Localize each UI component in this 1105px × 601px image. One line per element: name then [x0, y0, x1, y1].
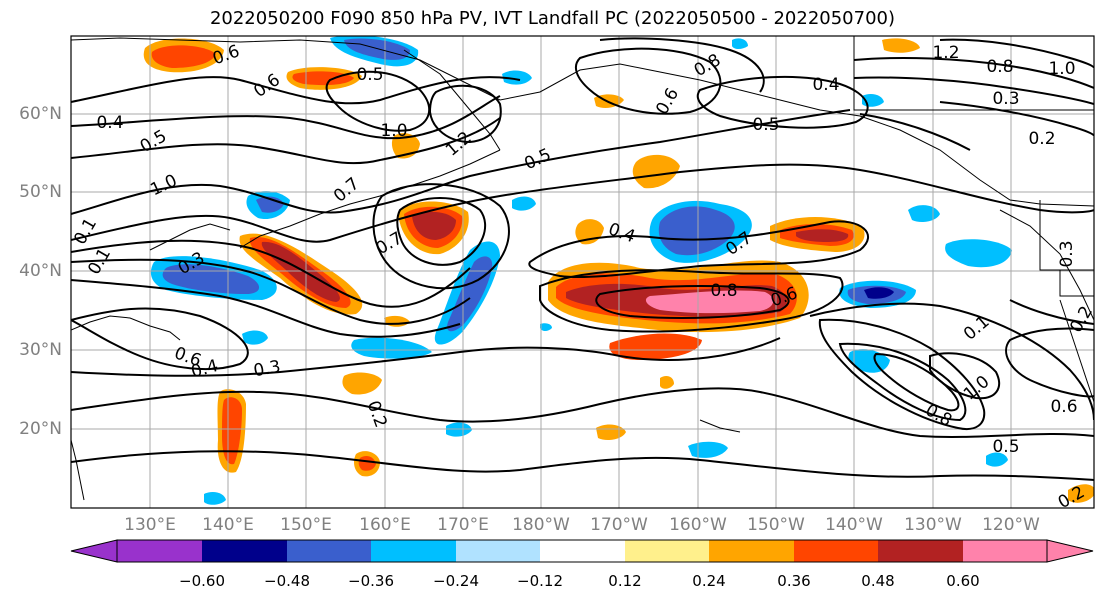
lat-label: 20°N — [19, 419, 62, 439]
lon-label: 180°W — [512, 515, 570, 535]
contour-label: 0.4 — [812, 75, 839, 95]
colorbar-min-extension — [70, 539, 118, 563]
contour-label: 0.6 — [1050, 397, 1077, 417]
contour-label: 0.8 — [710, 281, 737, 301]
lat-label: 30°N — [19, 340, 62, 360]
colorbar-bin — [371, 540, 456, 562]
contour-label: 1.0 — [380, 121, 407, 141]
figure-title: 2022050200 F090 850 hPa PV, IVT Landfall… — [209, 8, 896, 29]
colorbar-tick-label: −0.36 — [348, 572, 394, 590]
lat-label: 40°N — [19, 261, 62, 281]
lon-label: 140°W — [825, 515, 883, 535]
lon-label: 130°E — [124, 515, 176, 535]
lat-label: 50°N — [19, 182, 62, 202]
colorbar-bin — [963, 540, 1047, 562]
colorbar-bin — [287, 540, 371, 562]
colorbar-tick-label: 0.60 — [946, 572, 980, 590]
colorbar-tick-label: 0.36 — [777, 572, 811, 590]
colorbar-bin — [456, 540, 540, 562]
lon-label: 160°W — [669, 515, 727, 535]
colorbar-bin — [878, 540, 963, 562]
contour-label: 0.3 — [252, 357, 282, 381]
colorbar-tick-label: −0.24 — [433, 572, 479, 590]
contour-label: 1.2 — [932, 43, 959, 63]
lon-label: 150°W — [747, 515, 805, 535]
contour-label: 1.0 — [1048, 59, 1075, 79]
contour-label: 0.5 — [752, 115, 779, 135]
lon-label: 140°E — [202, 515, 254, 535]
colorbar — [70, 539, 1094, 563]
colorbar-tick-label: 0.12 — [608, 572, 642, 590]
colorbar-bin — [202, 540, 287, 562]
colorbar-tick-label: 0.48 — [861, 572, 895, 590]
lon-label: 150°E — [280, 515, 332, 535]
contour-label: 0.3 — [992, 89, 1019, 109]
lon-label: 130°W — [904, 515, 962, 535]
colorbar-tick-label: −0.60 — [179, 572, 225, 590]
contour-label: 0.5 — [356, 65, 383, 85]
contour-label: 0.5 — [992, 437, 1019, 457]
colorbar-bin — [794, 540, 878, 562]
contour-label: 0.3 — [1057, 240, 1077, 267]
pv-contours — [71, 37, 1094, 481]
contour-label: 0.8 — [986, 57, 1013, 77]
colorbar-tick-label: −0.12 — [517, 572, 563, 590]
lon-label: 170°W — [590, 515, 648, 535]
contour-label: 0.2 — [1028, 129, 1055, 149]
coastlines — [71, 36, 1094, 501]
colorbar-tick-label: −0.48 — [264, 572, 310, 590]
lat-label: 60°N — [19, 104, 62, 124]
contour-label: 0.4 — [96, 113, 123, 133]
colorbar-bin — [117, 540, 202, 562]
colorbar-bin — [709, 540, 794, 562]
lon-label: 120°W — [982, 515, 1040, 535]
lon-label: 160°E — [359, 515, 411, 535]
colorbar-bin — [540, 540, 625, 562]
map-frame — [70, 35, 1095, 509]
colorbar-tick-label: 0.24 — [692, 572, 726, 590]
colorbar-bin — [625, 540, 709, 562]
lon-label: 170°E — [437, 515, 489, 535]
colorbar-max-extension — [1046, 539, 1094, 563]
